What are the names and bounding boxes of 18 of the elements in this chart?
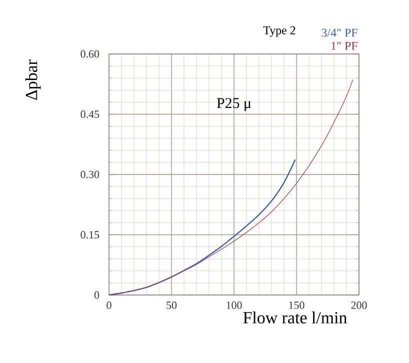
line-series [108, 79, 354, 296]
line-series [108, 159, 296, 296]
x-tick-label: 100 [226, 302, 242, 309]
x-axis-title: Flow rate l/min [243, 312, 347, 324]
text: 1″ PF [332, 42, 358, 50]
y-tick-label: 0.60 [80, 50, 100, 58]
text: 3/4″ PF [322, 28, 358, 37]
chart-subtitle: Type 2 [263, 26, 296, 37]
y-axis-title: Δpbar [25, 60, 41, 100]
y-tick-label: 0.45 [80, 110, 100, 118]
y-tick-label: 0.15 [80, 231, 100, 238]
x-tick-label: 150 [289, 302, 304, 309]
x-tick-label: 0 [106, 302, 112, 309]
y-tick-label: 0.30 [80, 170, 100, 178]
x-tick-label: 50 [166, 302, 177, 309]
y-tick-label: 0 [94, 291, 100, 299]
x-tick-label: 200 [351, 302, 367, 309]
annotation: P25 μ [216, 98, 251, 112]
